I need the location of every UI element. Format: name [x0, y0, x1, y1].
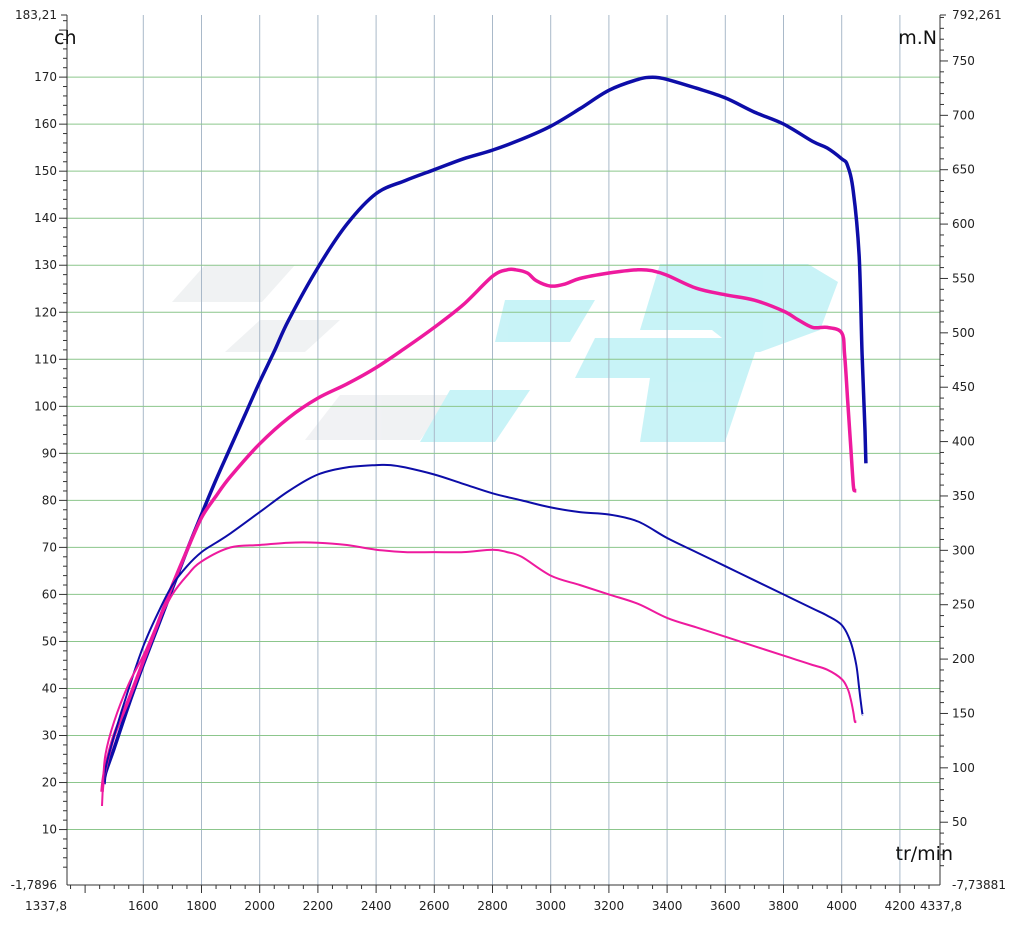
y-left-tick-label: 140: [34, 211, 57, 225]
axis-ticks: 10 20 30 40 50 60 70 80 90 100 110 120 130 140 150 160 1…: [11, 8, 1006, 913]
x-unit-label: tr/min: [896, 843, 954, 865]
x-tick-label: 4200: [885, 899, 916, 913]
y-right-tick-label: 700: [952, 108, 975, 122]
series-line-2: [100, 267, 858, 792]
y-left-tick-label: 30: [42, 729, 57, 743]
x-tick-label: 2400: [361, 899, 392, 913]
y-left-tick-label: 10: [42, 823, 57, 837]
y-left-tick-label: 160: [34, 117, 57, 131]
y-right-tick-label: 200: [952, 652, 975, 666]
y-right-tick-label: 600: [952, 217, 975, 231]
y-left-tick-label: 110: [34, 352, 57, 366]
y-left-tick-label: 70: [42, 540, 57, 554]
y-right-tick-label: 150: [952, 706, 975, 720]
chart-grid: [67, 15, 940, 885]
y-left-tick-label: 170: [34, 70, 57, 84]
y-left-tick-label: 130: [34, 258, 57, 272]
y-right-tick-label: 750: [952, 54, 975, 68]
y-left-unit-label: ch: [54, 27, 77, 49]
y-right-tick-label: 350: [952, 489, 975, 503]
series-line-3: [103, 463, 864, 783]
y-right-unit-label: m.N: [898, 27, 937, 49]
y-right-tick-label: 250: [952, 598, 975, 612]
series-line-4: [101, 541, 857, 807]
x-tick-label: 3800: [768, 899, 799, 913]
y-left-max-label: 183,21: [15, 8, 57, 22]
x-tick-label: 3000: [535, 899, 566, 913]
chart-axes: [61, 14, 946, 886]
y-left-tick-label: 90: [42, 446, 57, 460]
x-tick-label: 1800: [186, 899, 217, 913]
x-tick-label: 3600: [710, 899, 741, 913]
y-right-tick-label: 50: [952, 815, 967, 829]
y-left-tick-label: 60: [42, 587, 57, 601]
y-left-tick-label: 50: [42, 634, 57, 648]
x-max-label: 4337,8: [920, 899, 962, 913]
x-tick-label: 2600: [419, 899, 450, 913]
y-right-tick-label: 500: [952, 326, 975, 340]
y-left-tick-label: 150: [34, 164, 57, 178]
x-min-label: 1337,8: [25, 899, 67, 913]
x-tick-label: 3400: [652, 899, 683, 913]
x-tick-label: 1600: [128, 899, 159, 913]
series-layer: [100, 75, 868, 807]
y-right-tick-label: 550: [952, 271, 975, 285]
x-tick-label: 2800: [477, 899, 508, 913]
y-right-tick-label: 300: [952, 543, 975, 557]
x-tick-label: 4000: [826, 899, 857, 913]
y-right-tick-label: 400: [952, 435, 975, 449]
y-left-tick-label: 100: [34, 399, 57, 413]
y-right-min-label: -7,73881: [952, 878, 1006, 892]
y-left-tick-label: 120: [34, 305, 57, 319]
y-right-tick-label: 450: [952, 380, 975, 394]
x-tick-label: 2200: [303, 899, 334, 913]
x-tick-label: 2000: [244, 899, 275, 913]
x-tick-label: 3200: [594, 899, 625, 913]
y-right-tick-label: 100: [952, 761, 975, 775]
y-left-tick-label: 40: [42, 681, 57, 695]
y-right-max-label: 792,261: [952, 8, 1002, 22]
y-left-min-label: -1,7896: [11, 878, 57, 892]
y-left-tick-label: 80: [42, 493, 57, 507]
y-right-tick-label: 650: [952, 163, 975, 177]
y-left-tick-label: 20: [42, 776, 57, 790]
